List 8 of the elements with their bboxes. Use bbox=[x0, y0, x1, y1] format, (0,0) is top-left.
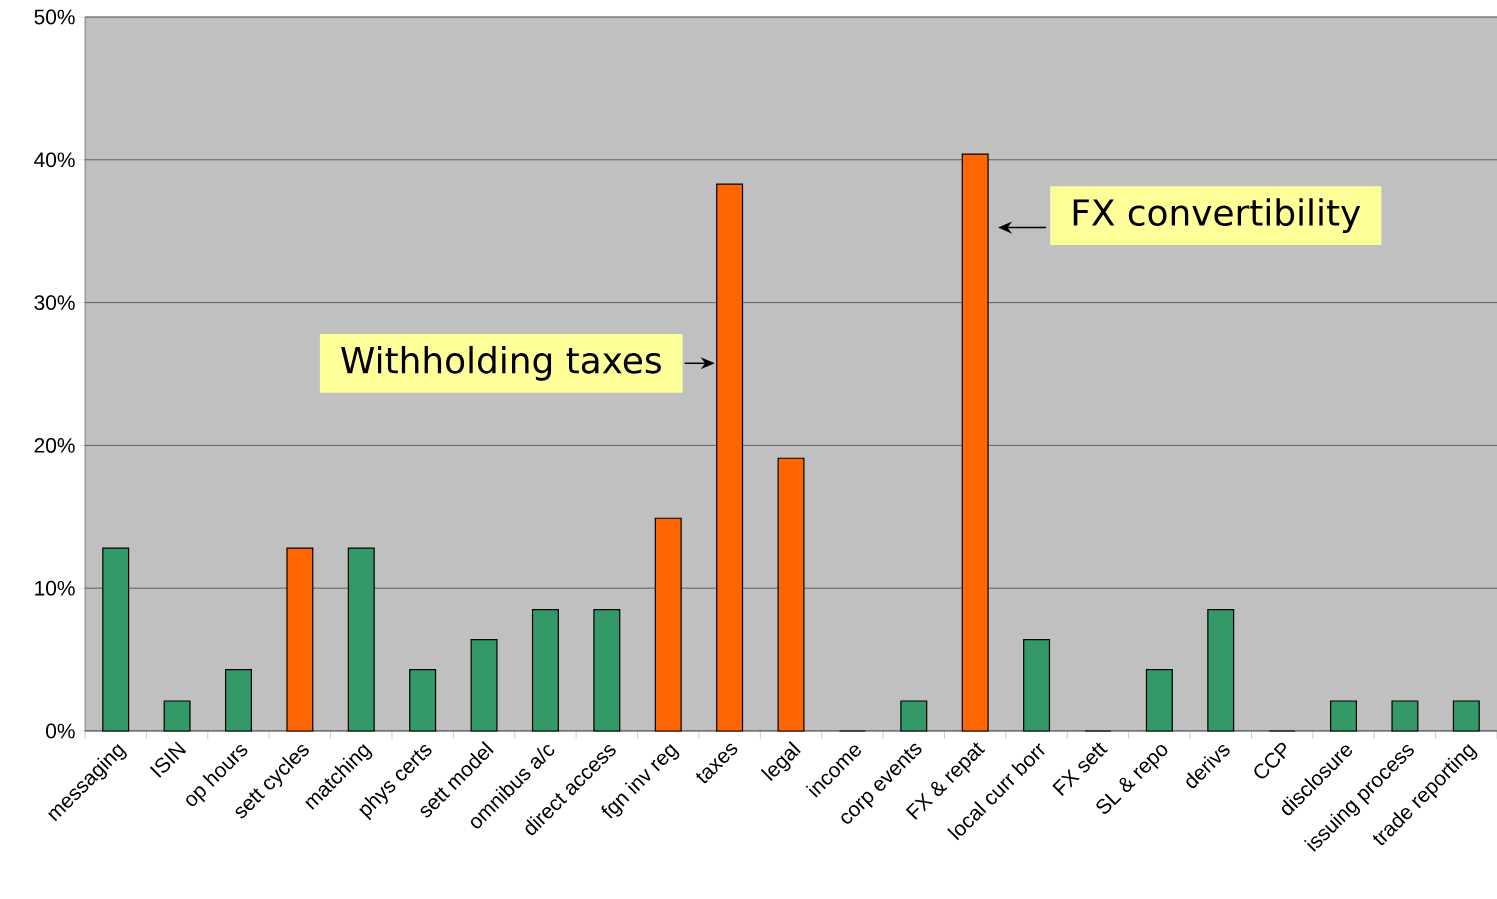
annotation: Withholding taxes bbox=[341, 345, 661, 381]
y-tick-label: 0% bbox=[46, 723, 75, 739]
y-tick-label: 10% bbox=[35, 580, 75, 596]
y-tick-label: 50% bbox=[34, 9, 75, 25]
y-tick-label: 30% bbox=[34, 295, 75, 310]
y-tick-label: 20% bbox=[34, 437, 75, 453]
annotation: FX convertibility bbox=[1073, 198, 1361, 233]
y-tick-label: 40% bbox=[34, 152, 75, 168]
